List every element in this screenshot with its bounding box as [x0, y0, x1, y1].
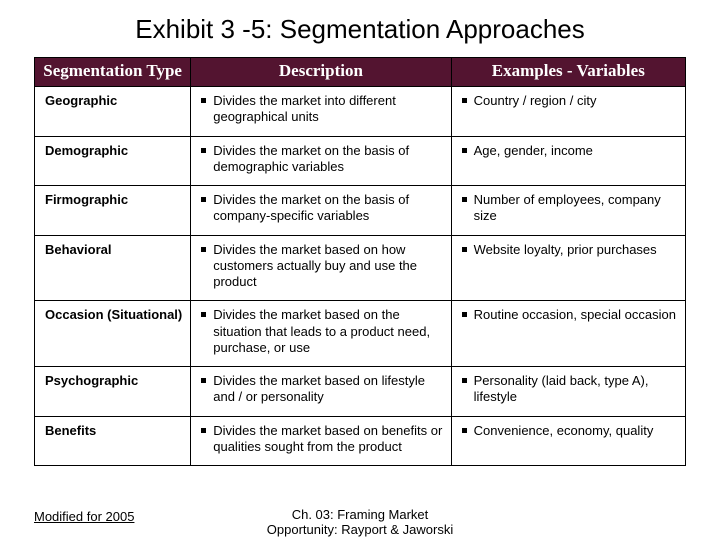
table-body: Geographic Divides the market into diffe…	[35, 87, 686, 466]
col-header-type: Segmentation Type	[35, 58, 191, 87]
table-header-row: Segmentation Type Description Examples -…	[35, 58, 686, 87]
segmentation-table: Segmentation Type Description Examples -…	[34, 57, 686, 466]
row-desc: Divides the market based on benefits or …	[191, 416, 451, 466]
row-type: Demographic	[35, 136, 191, 186]
row-desc: Divides the market on the basis of demog…	[191, 136, 451, 186]
col-header-description: Description	[191, 58, 451, 87]
row-type: Geographic	[35, 87, 191, 137]
footer-mid-line1: Ch. 03: Framing Market	[292, 507, 429, 522]
row-examples: Country / region / city	[451, 87, 685, 137]
row-desc: Divides the market based on how customer…	[191, 235, 451, 301]
footer-mid-line2: Opportunity: Rayport & Jaworski	[267, 522, 453, 537]
row-examples: Routine occasion, special occasion	[451, 301, 685, 367]
row-examples: Personality (laid back, type A), lifesty…	[451, 367, 685, 417]
row-desc: Divides the market based on lifestyle an…	[191, 367, 451, 417]
table-row: Behavioral Divides the market based on h…	[35, 235, 686, 301]
table-row: Occasion (Situational) Divides the marke…	[35, 301, 686, 367]
row-examples: Convenience, economy, quality	[451, 416, 685, 466]
table-row: Psychographic Divides the market based o…	[35, 367, 686, 417]
row-examples: Website loyalty, prior purchases	[451, 235, 685, 301]
slide: Exhibit 3 -5: Segmentation Approaches Se…	[0, 0, 720, 540]
row-desc: Divides the market on the basis of compa…	[191, 186, 451, 236]
footer-left: Modified for 2005	[34, 509, 134, 524]
row-desc: Divides the market based on the situatio…	[191, 301, 451, 367]
table-row: Demographic Divides the market on the ba…	[35, 136, 686, 186]
row-examples: Age, gender, income	[451, 136, 685, 186]
table-row: Geographic Divides the market into diffe…	[35, 87, 686, 137]
row-type: Benefits	[35, 416, 191, 466]
table-row: Benefits Divides the market based on ben…	[35, 416, 686, 466]
row-type: Psychographic	[35, 367, 191, 417]
footer: Modified for 2005 Ch. 03: Framing Market…	[0, 507, 720, 538]
table-row: Firmographic Divides the market on the b…	[35, 186, 686, 236]
row-type: Firmographic	[35, 186, 191, 236]
footer-mid: Ch. 03: Framing Market Opportunity: Rayp…	[267, 507, 453, 538]
col-header-examples: Examples - Variables	[451, 58, 685, 87]
row-examples: Number of employees, company size	[451, 186, 685, 236]
row-type: Behavioral	[35, 235, 191, 301]
row-desc: Divides the market into different geogra…	[191, 87, 451, 137]
row-type: Occasion (Situational)	[35, 301, 191, 367]
slide-title: Exhibit 3 -5: Segmentation Approaches	[34, 14, 686, 45]
